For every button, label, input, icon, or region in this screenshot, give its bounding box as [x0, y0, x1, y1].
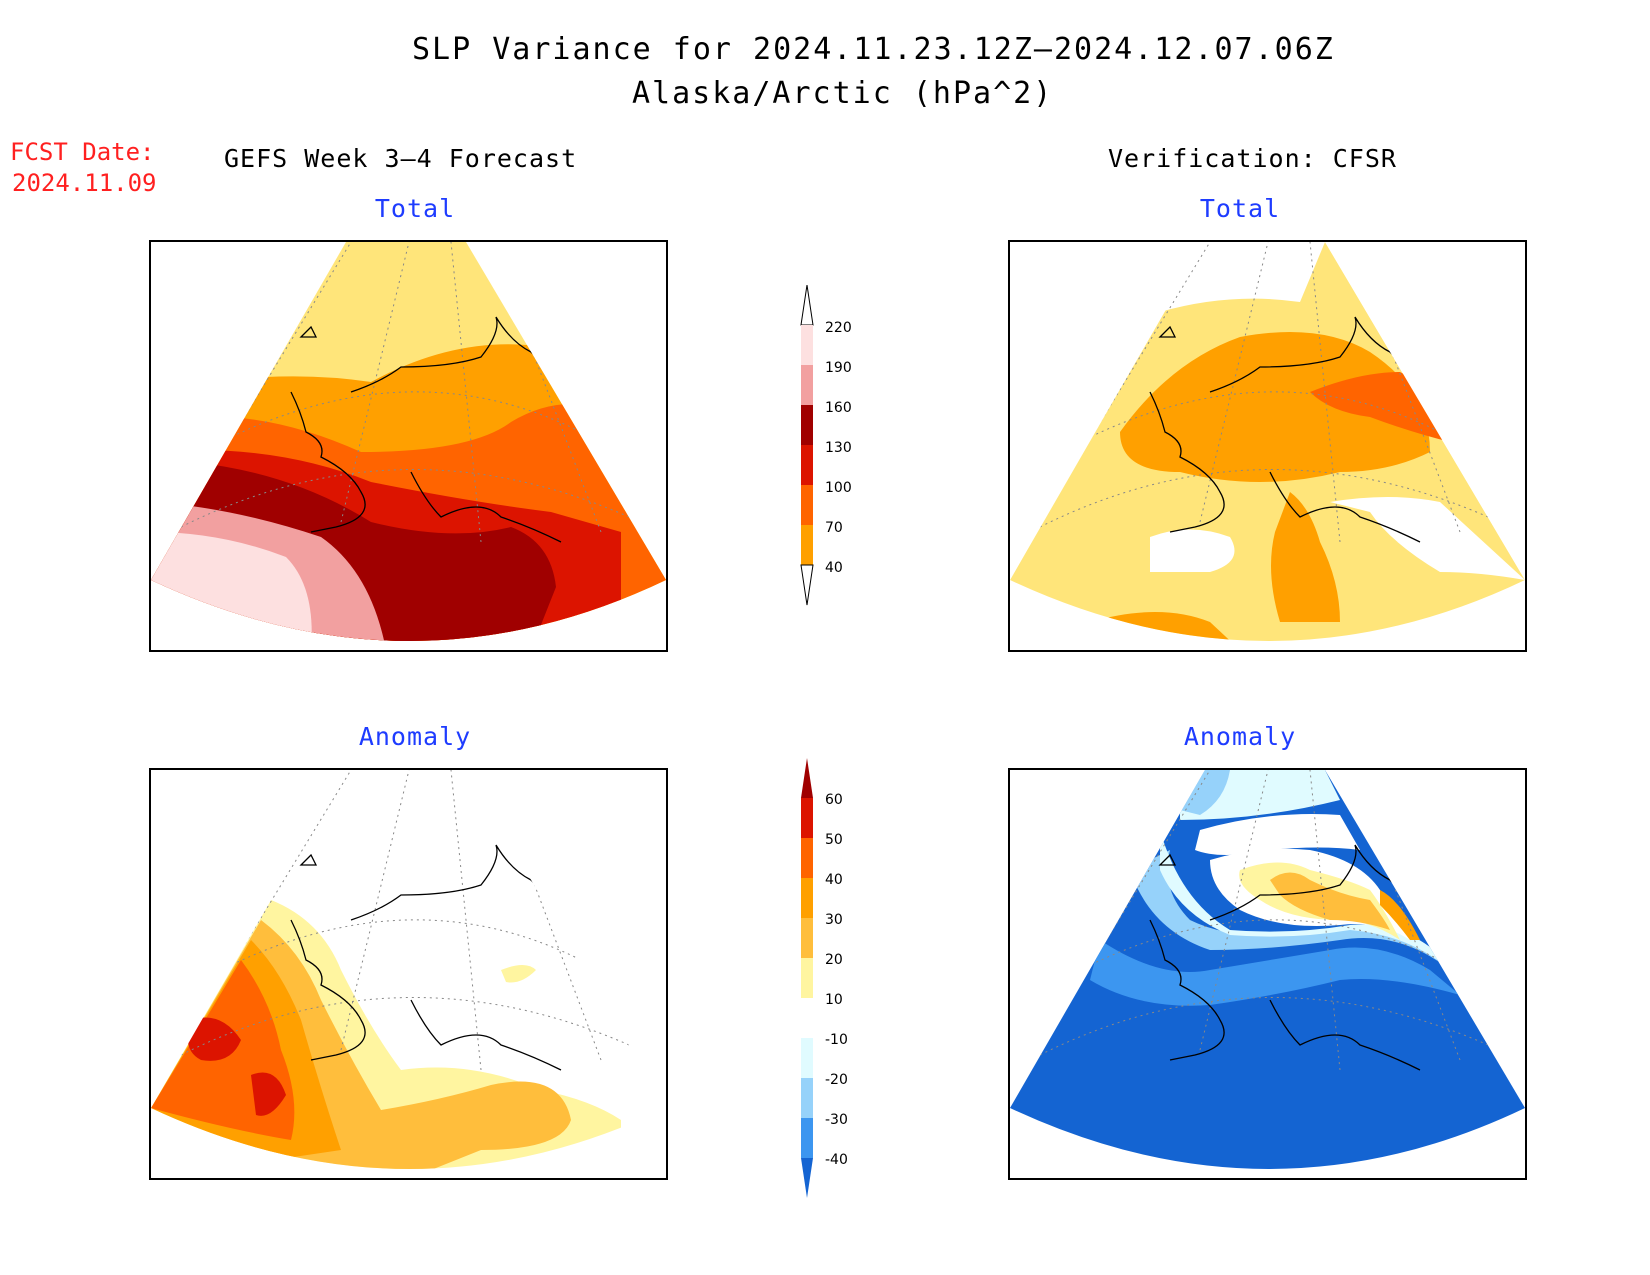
map-forecast-total [149, 240, 668, 652]
colorbar-total-tick: 70 [825, 520, 843, 536]
map-verification-total [1008, 240, 1527, 652]
colorbar-anomaly-tick: -20 [825, 1072, 848, 1088]
panel-title-verification-anomaly: Anomaly [1183, 722, 1297, 751]
right-column-title: Verification: CFSR [1108, 144, 1397, 173]
colorbar-anomaly-tick: 20 [825, 952, 843, 968]
map-forecast-anomaly [149, 768, 668, 1180]
colorbar-anomaly-tick: -40 [825, 1152, 848, 1168]
colorbar-anomaly-tick: 10 [825, 992, 843, 1008]
map-verification-anomaly [1008, 768, 1527, 1180]
colorbar-anomaly-swatches [801, 758, 813, 1198]
left-column-title: GEFS Week 3–4 Forecast [224, 144, 578, 173]
colorbar-total-tick: 130 [825, 440, 852, 456]
colorbar-anomaly-tick: -30 [825, 1112, 848, 1128]
colorbar-total-tick: 190 [825, 360, 852, 376]
colorbar-anomaly-tick: 40 [825, 872, 843, 888]
panel-title-verification-total: Total [1199, 194, 1281, 223]
figure-title: SLP Variance for 2024.11.23.12Z–2024.12.… [412, 32, 1335, 67]
colorbar-total [795, 284, 825, 619]
colorbar-total-tick: 40 [825, 560, 843, 576]
forecast-date-value: 2024.11.09 [12, 169, 157, 197]
colorbar-total-tick: 160 [825, 400, 852, 416]
colorbar-anomaly-tick: 30 [825, 912, 843, 928]
colorbar-total-tick: 220 [825, 320, 852, 336]
panel-title-forecast-anomaly: Anomaly [358, 722, 472, 751]
figure-subtitle: Alaska/Arctic (hPa^2) [632, 76, 1054, 111]
colorbar-total-swatches [800, 284, 814, 606]
forecast-date-label: FCST Date: [10, 138, 155, 166]
panel-title-forecast-total: Total [374, 194, 456, 223]
colorbar-anomaly-tick: 60 [825, 792, 843, 808]
colorbar-anomaly-tick: 50 [825, 832, 843, 848]
colorbar-anomaly [795, 758, 825, 1212]
colorbar-anomaly-tick: -10 [825, 1032, 848, 1048]
colorbar-total-tick: 100 [825, 480, 852, 496]
